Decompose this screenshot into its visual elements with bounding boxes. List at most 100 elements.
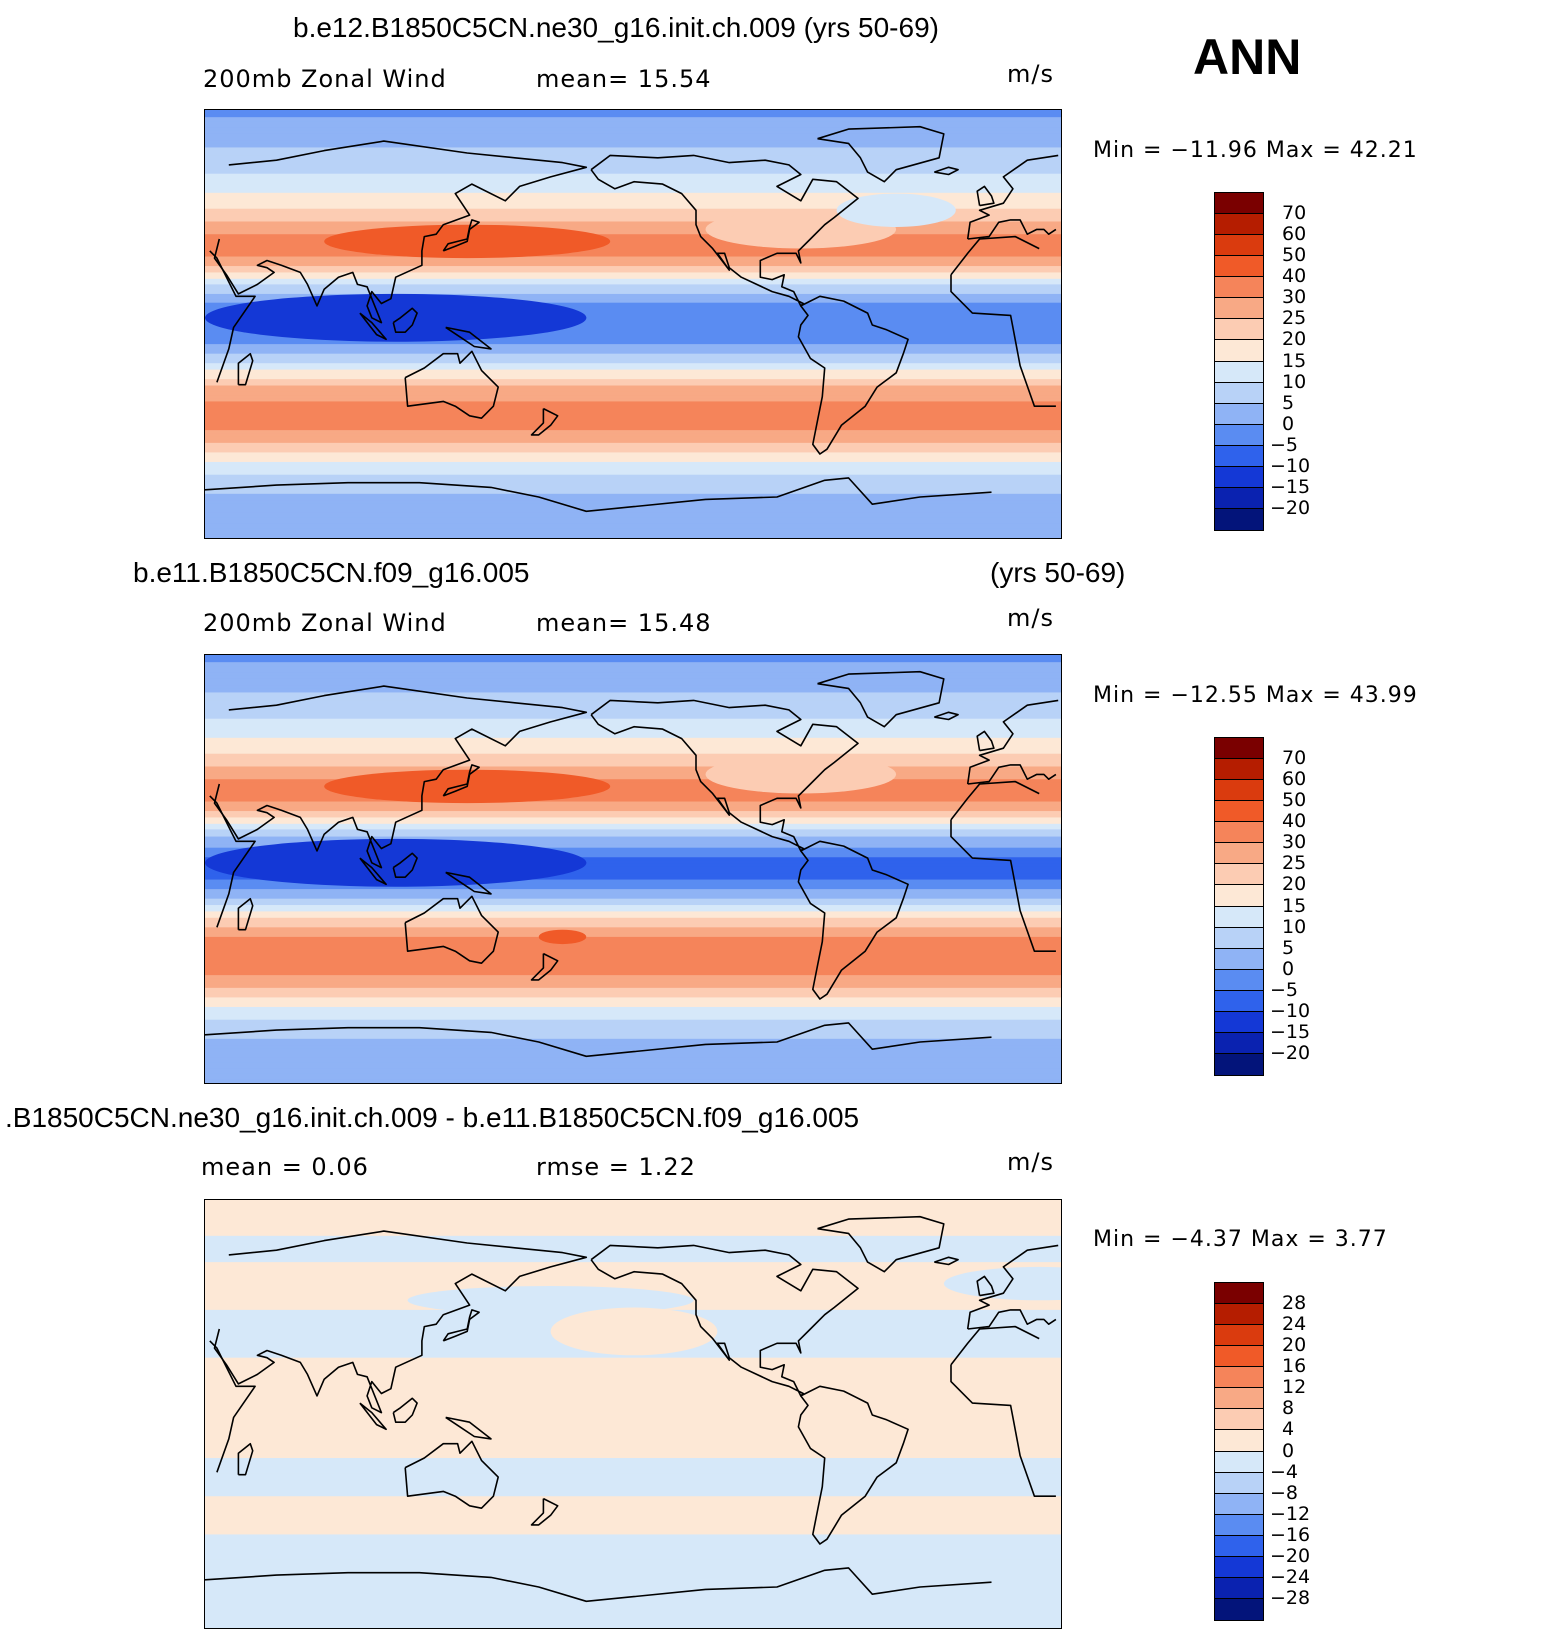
field-band xyxy=(205,1540,1061,1545)
field-band xyxy=(205,1057,1061,1064)
field-band xyxy=(205,404,1061,409)
field-band xyxy=(205,253,1061,258)
field-contour-region xyxy=(705,755,897,794)
coastline xyxy=(237,1442,254,1476)
field-band xyxy=(205,920,1061,925)
colorbar-tick-label: −4 xyxy=(1270,1460,1299,1483)
field-band xyxy=(205,1493,1061,1497)
field-band xyxy=(205,978,1061,983)
field-band xyxy=(205,889,1061,893)
coastline xyxy=(817,670,945,728)
field-band xyxy=(205,927,1061,932)
field-band xyxy=(205,675,1061,680)
field-band xyxy=(205,471,1061,476)
field-band xyxy=(205,721,1061,726)
panel-1-variable-label: 200mb Zonal Wind xyxy=(203,65,447,93)
field-band xyxy=(205,1235,1061,1241)
field-band xyxy=(205,481,1061,485)
field-band xyxy=(205,1403,1061,1408)
field-band xyxy=(205,487,1061,492)
field-band xyxy=(205,1512,1061,1516)
colorbar-tick-label: 30 xyxy=(1282,831,1307,854)
field-band xyxy=(205,458,1061,463)
field-band xyxy=(205,1505,1061,1510)
field-band xyxy=(205,657,1061,661)
field-band xyxy=(205,366,1061,371)
panel-2-units: m/s xyxy=(1007,604,1054,632)
colorbar-segment xyxy=(1215,487,1263,509)
field-contour-region xyxy=(407,1286,694,1315)
field-band xyxy=(205,1430,1061,1435)
coastline xyxy=(797,1385,909,1545)
field-band xyxy=(205,302,1061,307)
field-band xyxy=(205,183,1061,188)
colorbar-segment xyxy=(1215,1472,1263,1494)
field-band xyxy=(205,1219,1061,1225)
panel-3-map xyxy=(204,1199,1062,1629)
colorbar-tick-label: 12 xyxy=(1282,1376,1307,1399)
field-band xyxy=(205,895,1061,900)
field-band xyxy=(205,804,1061,809)
field-band xyxy=(205,1579,1061,1585)
field-band xyxy=(205,1379,1061,1386)
field-band xyxy=(205,414,1061,418)
field-contour-region xyxy=(205,838,587,887)
colorbar-tick-label: −10 xyxy=(1270,999,1311,1022)
field-band xyxy=(205,130,1061,135)
field-band xyxy=(205,312,1061,317)
colorbar-tick-label: 50 xyxy=(1282,244,1307,267)
panel-2-title: b.e11.B1850C5CN.f09_g16.005 xyxy=(133,557,530,588)
field-band xyxy=(205,798,1061,803)
field-band xyxy=(205,500,1061,504)
field-band xyxy=(205,1252,1061,1258)
field-band xyxy=(205,708,1061,713)
field-band xyxy=(205,838,1061,842)
coastline xyxy=(976,1275,995,1297)
field-band xyxy=(205,512,1061,519)
field-band xyxy=(205,814,1061,819)
field-band xyxy=(205,811,1061,815)
field-band xyxy=(205,423,1061,428)
field-contour-region xyxy=(836,193,956,227)
colorbar-segment xyxy=(1215,214,1263,236)
field-band xyxy=(205,382,1061,387)
field-band xyxy=(205,1367,1061,1374)
colorbar-segment xyxy=(1215,1367,1263,1389)
panel-1-minmax: Min = −11.96 Max = 42.21 xyxy=(1093,138,1418,163)
field-band xyxy=(205,1000,1061,1005)
field-band xyxy=(205,747,1061,752)
field-band xyxy=(205,523,1061,530)
field-band xyxy=(205,718,1061,723)
field-band xyxy=(205,1203,1061,1209)
colorbar-tick-label: −15 xyxy=(1270,1020,1311,1043)
field-band xyxy=(205,669,1061,674)
colorbar-tick-label: −5 xyxy=(1270,433,1299,456)
field-band xyxy=(205,1515,1061,1520)
field-band xyxy=(205,484,1061,489)
field-band xyxy=(205,827,1061,830)
field-band xyxy=(205,395,1061,399)
field-band xyxy=(205,1032,1061,1037)
field-band xyxy=(205,1441,1061,1446)
field-band xyxy=(205,455,1061,460)
field-band xyxy=(205,417,1061,422)
field-band xyxy=(205,817,1061,822)
field-band xyxy=(205,112,1061,116)
field-band xyxy=(205,1042,1061,1046)
colorbar-segment xyxy=(1215,759,1263,781)
field-band xyxy=(205,785,1061,790)
colorbar-tick-label: −10 xyxy=(1270,454,1311,477)
field-band xyxy=(205,1454,1061,1459)
field-band xyxy=(205,282,1061,285)
panel-1-title: b.e12.B1850C5CN.ne30_g16.init.ch.009 (yr… xyxy=(293,12,939,43)
field-band xyxy=(205,962,1061,967)
field-band xyxy=(205,696,1061,701)
field-band xyxy=(205,430,1061,434)
field-band xyxy=(205,293,1061,297)
field-band xyxy=(205,446,1061,450)
field-contour-region xyxy=(205,293,587,342)
colorbar-segment xyxy=(1215,1388,1263,1410)
colorbar-tick-label: 30 xyxy=(1282,286,1307,309)
field-band xyxy=(205,442,1061,447)
field-band xyxy=(205,1418,1061,1424)
